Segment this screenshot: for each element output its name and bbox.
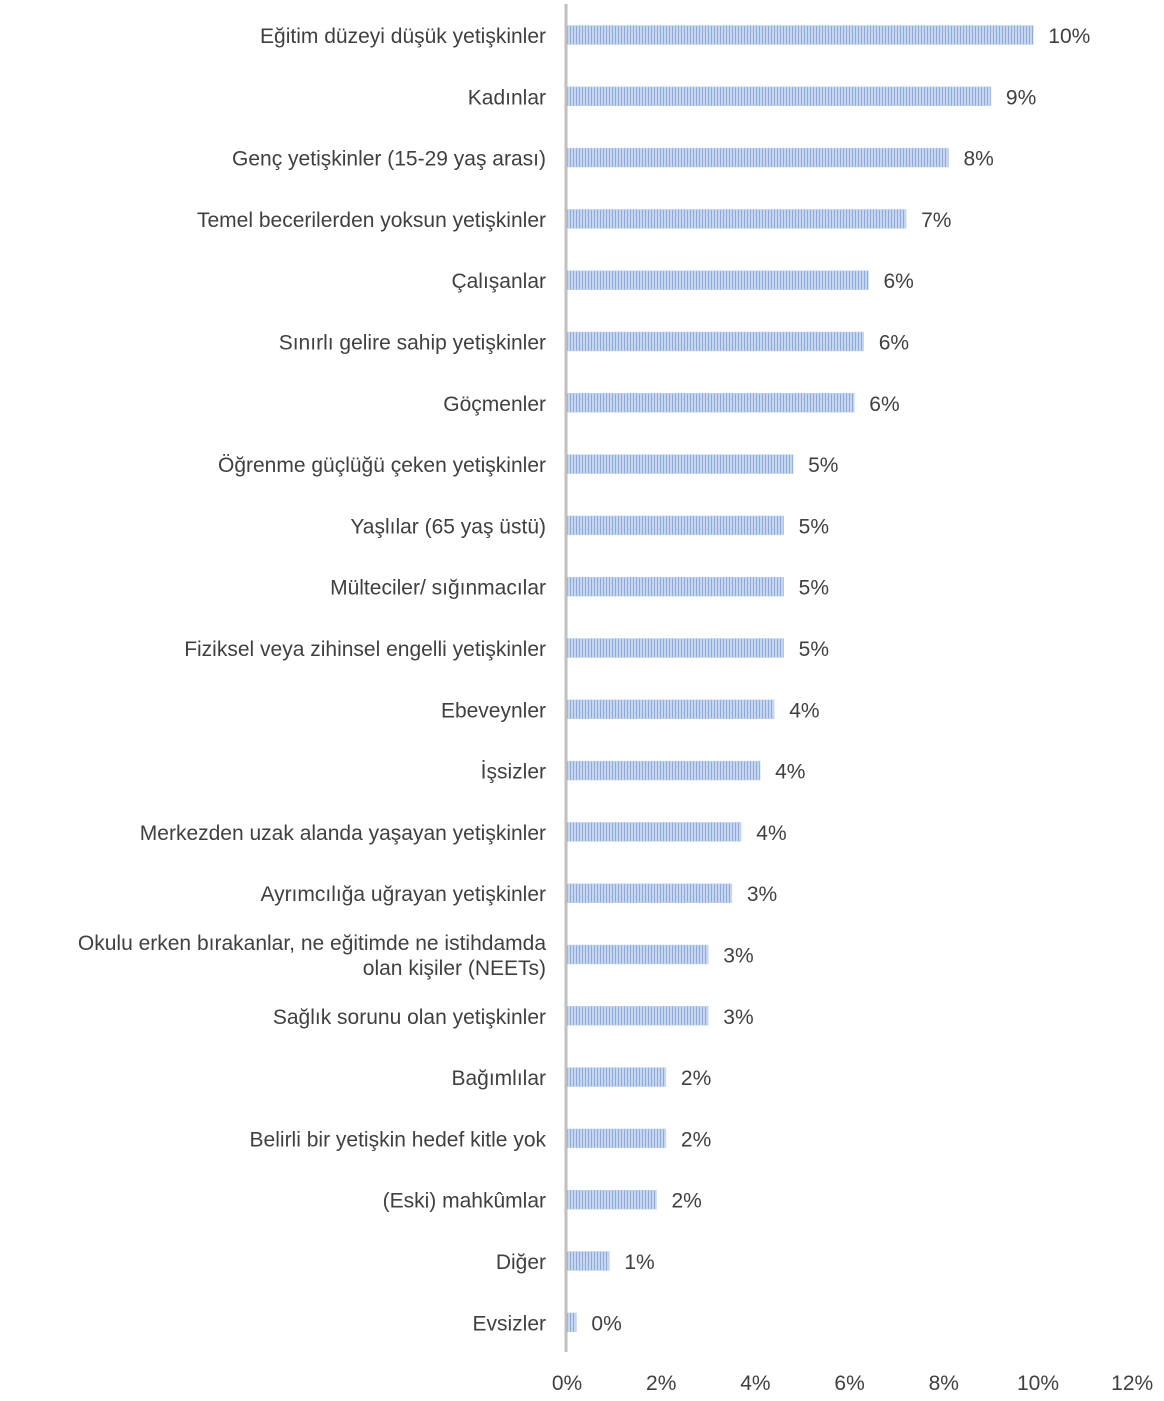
data-labels: 10% 9% 8% 7% 6% 6% 6% 5% 5% 5% 5% 4% 4% 4% 3% 3% 3% 2% 2% 2…	[591, 25, 1090, 1335]
category-label: Sağlık sorunu olan yetişkinler	[273, 1006, 546, 1029]
bar	[566, 699, 775, 720]
data-label: 5%	[799, 577, 829, 600]
data-label: 2%	[681, 1128, 711, 1151]
category-label: Evsizler	[472, 1312, 546, 1335]
category-label: Genç yetişkinler (15-29 yaş arası)	[232, 148, 546, 171]
bar	[566, 760, 761, 781]
data-label: 0%	[591, 1312, 621, 1335]
data-label: 6%	[883, 270, 913, 293]
bar	[566, 86, 992, 107]
category-label: Sınırlı gelire sahip yetişkinler	[279, 332, 546, 355]
data-label: 3%	[747, 883, 777, 906]
x-tick-label: 10%	[1017, 1372, 1059, 1395]
category-label: Göçmenler	[443, 393, 546, 416]
bar	[566, 883, 733, 903]
x-tick-label: 8%	[929, 1372, 959, 1395]
data-label: 6%	[879, 332, 909, 355]
bar	[566, 393, 855, 413]
data-label: 3%	[723, 945, 753, 968]
data-label: 1%	[624, 1251, 654, 1274]
bar	[566, 638, 784, 658]
bar	[566, 944, 709, 965]
bar	[566, 331, 864, 352]
bar	[566, 1312, 577, 1333]
bar	[566, 1128, 667, 1149]
bar	[566, 25, 1034, 45]
category-label: Mülteciler/ sığınmacılar	[330, 577, 546, 600]
category-label: Çalışanlar	[451, 270, 546, 293]
category-label: Yaşlılar (65 yaş üstü)	[350, 515, 546, 538]
x-tick-label: 2%	[646, 1372, 676, 1395]
data-label: 5%	[808, 454, 838, 477]
category-label: (Eski) mahkûmlar	[383, 1190, 546, 1213]
bar	[566, 576, 784, 597]
category-label: Merkezden uzak alanda yaşayan yetişkinle…	[140, 822, 546, 845]
bar	[566, 1251, 610, 1271]
category-label: olan kişiler (NEETs)	[363, 957, 546, 980]
data-label: 8%	[964, 148, 994, 171]
category-label: Temel becerilerden yoksun yetişkinler	[197, 209, 546, 232]
data-label: 4%	[775, 761, 805, 784]
data-label: 3%	[723, 1006, 753, 1029]
bar	[566, 515, 784, 536]
data-label: 4%	[756, 822, 786, 845]
bar	[566, 270, 869, 290]
category-label: Ebeveynler	[441, 699, 546, 722]
x-tick-label: 4%	[740, 1372, 770, 1395]
data-label: 2%	[681, 1067, 711, 1090]
x-tick-label: 6%	[834, 1372, 864, 1395]
category-label: Diğer	[496, 1251, 546, 1274]
data-label: 9%	[1006, 86, 1036, 109]
bar	[566, 147, 949, 168]
category-label: Kadınlar	[468, 86, 546, 109]
category-label: Belirli bir yetişkin hedef kitle yok	[250, 1128, 547, 1151]
axis-layer: 0% 2% 4% 6% 8% 10% 12%	[552, 4, 1153, 1395]
bars-layer	[566, 25, 1034, 1333]
category-label: Fiziksel veya zihinsel engelli yetişkinl…	[184, 638, 546, 661]
category-label: İşsizler	[481, 761, 546, 784]
category-label: Ayrımcılığa uğrayan yetişkinler	[260, 883, 546, 906]
data-label: 5%	[799, 515, 829, 538]
data-label: 5%	[799, 638, 829, 661]
category-label: Eğitim düzeyi düşük yetişkinler	[260, 25, 546, 48]
data-label: 6%	[869, 393, 899, 416]
x-tick-label: 0%	[552, 1372, 582, 1395]
bar	[566, 209, 907, 229]
data-label: 4%	[789, 699, 819, 722]
category-label: Okulu erken bırakanlar, ne eğitimde ne i…	[78, 932, 546, 955]
category-label: Öğrenme güçlüğü çeken yetişkinler	[218, 454, 546, 477]
bar	[566, 1006, 709, 1026]
bar	[566, 454, 794, 474]
data-label: 10%	[1048, 25, 1090, 48]
bar	[566, 1067, 667, 1087]
bar	[566, 1189, 657, 1210]
category-labels: Eğitim düzeyi düşük yetişkinler Kadınlar G…	[78, 25, 547, 1335]
category-label: Bağımlılar	[451, 1067, 546, 1090]
data-label: 7%	[921, 209, 951, 232]
data-label: 2%	[671, 1190, 701, 1213]
bar	[566, 822, 742, 842]
x-tick-label: 12%	[1111, 1372, 1153, 1395]
